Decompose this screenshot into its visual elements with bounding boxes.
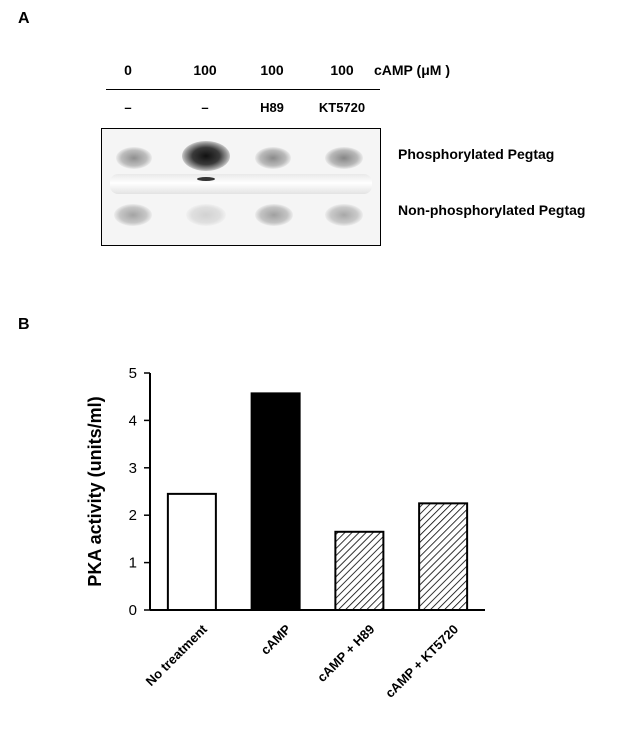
y-tick-label: 1 [129, 555, 137, 572]
band-spot-row [110, 174, 372, 194]
band-nonphospho-lane-2 [186, 204, 226, 226]
y-tick-label: 4 [129, 412, 137, 429]
camp-unit-label: cAMP (μM ) [374, 62, 450, 78]
inhibitor-lane-4: KT5720 [318, 100, 366, 115]
band-nonphospho-lane-4 [325, 204, 363, 226]
header-divider [106, 89, 380, 90]
y-tick-label: 5 [129, 365, 137, 382]
non-phosphorylated-band-label: Non-phosphorylated Pegtag [398, 202, 586, 218]
panel-a-label: A [18, 10, 30, 27]
bar-1 [250, 392, 301, 611]
x-tick-label: cAMP [258, 621, 294, 657]
camp-value-lane-2: 100 [193, 62, 217, 78]
gel-blot-image [101, 128, 381, 246]
camp-value-lane-1: 0 [124, 62, 132, 78]
x-tick-label: cAMP + KT5720 [382, 622, 461, 701]
x-tick-label: No treatment [143, 621, 211, 689]
band-nonphospho-lane-3 [255, 204, 293, 226]
inhibitor-lane-1: – [124, 100, 132, 115]
bar-0 [166, 492, 217, 611]
bar-2 [334, 530, 385, 611]
camp-value-lane-4: 100 [330, 62, 354, 78]
y-tick-label: 2 [129, 507, 137, 524]
y-tick-label: 3 [129, 460, 137, 477]
phosphorylated-band-label: Phosphorylated Pegtag [398, 146, 555, 162]
band-nonphospho-lane-1 [114, 204, 152, 226]
band-phospho-lane-3 [255, 147, 291, 169]
band-phospho-lane-4 [325, 147, 363, 169]
bar-3 [418, 502, 469, 612]
x-tick-label: cAMP + H89 [314, 622, 377, 685]
camp-value-lane-3: 100 [260, 62, 284, 78]
y-tick-label: 0 [129, 602, 137, 619]
y-axis-title: PKA activity (units/ml) [85, 396, 105, 586]
band-phospho-lane-1 [116, 147, 152, 169]
panel-b-label: B [18, 316, 30, 333]
inhibitor-lane-3: H89 [260, 100, 284, 115]
band-spot-dark-lane-2 [197, 177, 215, 181]
band-phospho-lane-2 [182, 141, 230, 171]
inhibitor-lane-2: – [201, 100, 209, 115]
